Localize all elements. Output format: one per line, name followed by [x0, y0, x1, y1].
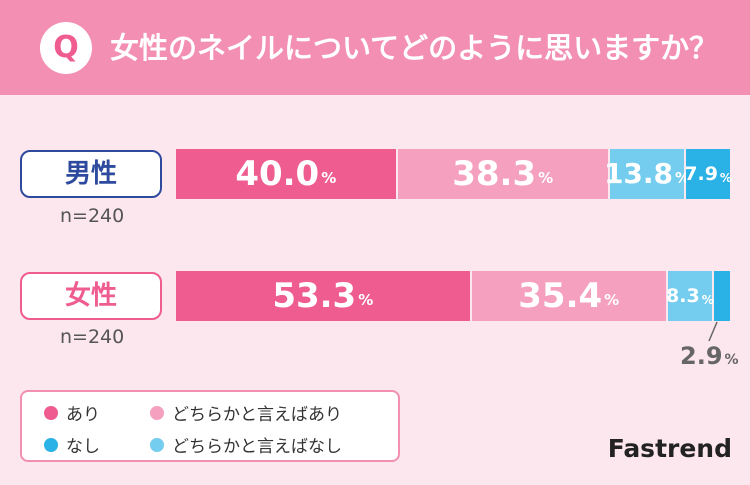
- question-badge: Q: [40, 22, 92, 74]
- brand-logo-text: Fastrend: [607, 434, 732, 463]
- data-label-female-nashi: 2.9%: [680, 342, 739, 370]
- bar-segment-female-dochira-ari: 35.4%: [471, 271, 666, 321]
- callout-leader-line: [708, 321, 718, 342]
- legend-item-nashi: なし: [44, 432, 100, 457]
- legend-dot-dochira-nashi: [150, 437, 164, 452]
- legend-label-dochira-ari: どちらかと言えばあり: [172, 405, 342, 425]
- legend-dot-ari: [44, 405, 58, 420]
- percent-sign: %: [538, 169, 554, 187]
- bar-segment-male-ari: 40.0%: [176, 149, 396, 199]
- percent-sign: %: [724, 352, 739, 368]
- percent-sign: %: [701, 293, 714, 307]
- legend-label-dochira-nashi: どちらかと言えばなし: [172, 437, 342, 457]
- percent-sign: %: [358, 291, 374, 309]
- legend-label-nashi: なし: [66, 437, 100, 457]
- data-label-female-ari: 53.3: [272, 276, 357, 316]
- data-label-female-dochira-ari: 35.4: [518, 276, 603, 316]
- bar-segment-female-ari: 53.3%: [176, 271, 470, 321]
- data-label-male-dochira-ari: 38.3: [452, 154, 537, 194]
- bar-segment-male-nashi: 7.9%: [684, 149, 732, 199]
- legend-item-dochira-nashi: どちらかと言えばなし: [150, 432, 342, 457]
- data-label-male-nashi: 7.9: [684, 162, 718, 185]
- bar-segment-male-dochira-nashi: 13.8%: [604, 149, 690, 199]
- data-label-female-nashi-value: 2.9: [680, 342, 723, 370]
- question-title: 女性のネイルについてどのように思いますか？: [110, 31, 719, 65]
- percent-sign: %: [719, 171, 732, 185]
- category-label-male: 男性: [20, 150, 162, 198]
- legend-item-ari: あり: [44, 400, 100, 425]
- percent-sign: %: [604, 291, 620, 309]
- category-label-female: 女性: [20, 272, 162, 320]
- question-header: Q 女性のネイルについてどのように思いますか？: [0, 0, 750, 95]
- stacked-bar-female: 53.3% 35.4% 8.3%: [176, 271, 730, 321]
- legend-label-ari: あり: [66, 405, 100, 425]
- legend: あり どちらかと言えばあり なし どちらかと言えばなし: [20, 390, 400, 462]
- bar-segment-female-nashi: [713, 271, 730, 321]
- data-label-male-ari: 40.0: [235, 154, 320, 194]
- data-label-female-dochira-nashi: 8.3: [666, 284, 700, 307]
- sample-size-male: n=240: [60, 205, 125, 227]
- legend-dot-dochira-ari: [150, 405, 164, 420]
- stacked-bar-male: 40.0% 38.3% 13.8% 7.9%: [176, 149, 732, 199]
- bar-segment-male-dochira-ari: 38.3%: [397, 149, 608, 199]
- bar-segment-female-dochira-nashi: 8.3%: [666, 271, 714, 321]
- percent-sign: %: [321, 169, 337, 187]
- legend-item-dochira-ari: どちらかと言えばあり: [150, 400, 342, 425]
- data-label-male-dochira-nashi: 13.8: [603, 157, 674, 190]
- sample-size-female: n=240: [60, 326, 125, 348]
- legend-dot-nashi: [44, 437, 58, 452]
